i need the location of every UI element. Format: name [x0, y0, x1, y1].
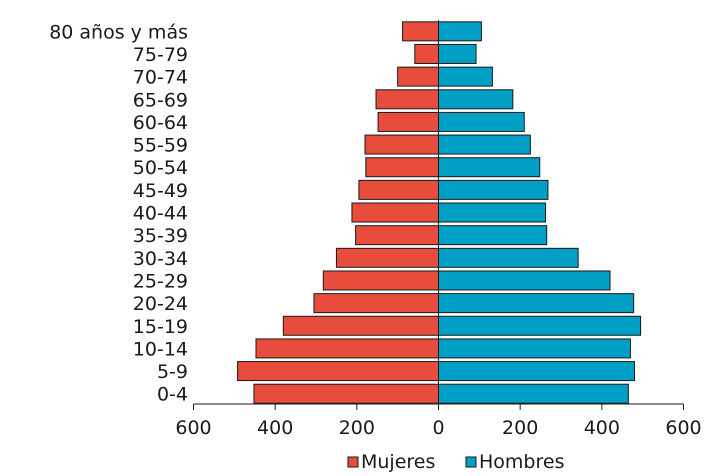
bar-mujeres — [282, 315, 440, 336]
bar-mujeres — [313, 293, 440, 314]
bar-hombres — [438, 111, 525, 132]
category-label: 80 años y más — [49, 21, 188, 43]
category-label: 70-74 — [133, 67, 188, 89]
bar-hombres — [438, 338, 631, 359]
category-label: 10-14 — [133, 338, 188, 360]
bar-hombres — [438, 270, 611, 291]
x-axis: 600 400 200 0 200 400 600 — [175, 20, 702, 439]
category-label: 65-69 — [133, 89, 188, 111]
bar-mujeres — [322, 270, 440, 291]
legend-swatch — [347, 456, 359, 468]
bar-mujeres — [397, 66, 439, 87]
bar-mujeres — [364, 134, 439, 155]
category-label: 15-19 — [133, 316, 188, 338]
category-label: 30-34 — [133, 248, 188, 270]
category-label: 20-24 — [133, 293, 188, 315]
legend-label: Mujeres — [361, 451, 435, 473]
bar-hombres — [438, 225, 548, 246]
x-tick-label: 400 — [584, 417, 620, 439]
bar-hombres — [438, 361, 635, 382]
x-tick-label: 600 — [175, 417, 211, 439]
legend-label: Hombres — [479, 451, 564, 473]
bar-hombres — [438, 21, 482, 42]
category-label: 0-4 — [157, 384, 188, 406]
category-label: 45-49 — [133, 180, 188, 202]
legend-swatch — [465, 456, 477, 468]
bar-mujeres — [351, 202, 439, 223]
bar-mujeres — [402, 21, 440, 42]
bars-layer — [237, 21, 642, 404]
category-label: 40-44 — [133, 203, 188, 225]
bar-hombres — [438, 43, 477, 64]
category-label: 75-79 — [133, 44, 188, 66]
bar-mujeres — [375, 89, 439, 110]
x-tick-label: 200 — [339, 417, 375, 439]
bar-mujeres — [237, 361, 439, 382]
bar-hombres — [438, 157, 541, 178]
bar-hombres — [438, 247, 579, 268]
bar-mujeres — [365, 157, 440, 178]
bar-hombres — [438, 89, 514, 110]
category-label: 60-64 — [133, 112, 188, 134]
bar-mujeres — [358, 179, 439, 200]
x-tick-label: 400 — [257, 417, 293, 439]
bar-hombres — [438, 66, 493, 87]
x-tick-label: 200 — [502, 417, 538, 439]
bar-mujeres — [335, 247, 439, 268]
bar-mujeres — [355, 225, 440, 246]
category-label: 5-9 — [157, 361, 188, 383]
category-label: 55-59 — [133, 135, 188, 157]
bar-hombres — [438, 202, 546, 223]
category-label: 25-29 — [133, 270, 188, 292]
legend: Mujeres Hombres — [347, 451, 564, 473]
bar-mujeres — [377, 111, 440, 132]
bar-mujeres — [253, 383, 439, 404]
bar-mujeres — [255, 338, 439, 359]
bar-mujeres — [414, 43, 440, 64]
bar-hombres — [438, 383, 629, 404]
x-tick-label: 0 — [432, 417, 444, 439]
bar-hombres — [438, 315, 642, 336]
category-labels: 80 años y más75-7970-7465-6960-6455-5950… — [49, 21, 188, 405]
bar-hombres — [438, 179, 549, 200]
category-label: 50-54 — [133, 157, 188, 179]
bar-hombres — [438, 293, 635, 314]
category-label: 35-39 — [133, 225, 188, 247]
bar-hombres — [438, 134, 531, 155]
x-tick-label: 600 — [665, 417, 701, 439]
